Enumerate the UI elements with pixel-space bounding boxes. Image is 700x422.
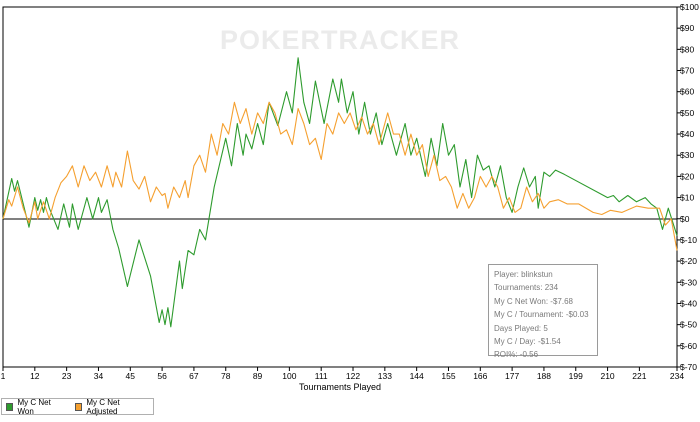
y-tick-label: $-30 — [680, 277, 697, 287]
x-tick-label: 133 — [378, 371, 392, 381]
x-tick-label: 67 — [189, 371, 199, 381]
y-tick-label: $30 — [680, 150, 694, 160]
y-tick-label: $100 — [680, 2, 699, 12]
stats-per-tournament: My C / Tournament: -$0.03 — [494, 310, 589, 320]
x-tick-label: 45 — [126, 371, 136, 381]
series-line-net-adjusted — [2, 101, 678, 251]
x-tick-label: 210 — [600, 371, 614, 381]
y-tick-label: $40 — [680, 129, 694, 139]
y-tick-label: $50 — [680, 108, 694, 118]
y-tick-label: $20 — [680, 171, 694, 181]
x-tick-label: 12 — [30, 371, 40, 381]
legend-label-net-adjusted: My C Net Adjusted — [86, 397, 120, 416]
legend-swatch-net-adjusted — [74, 402, 83, 411]
x-tick-label: 1 — [1, 371, 6, 381]
x-axis-ticks: 1 12 23 34 45 56 67 78 89 100 111 122 133 144 155 166 17… — [1, 367, 684, 381]
stats-player: Player: blinkstun — [494, 270, 553, 279]
x-tick-label: 177 — [505, 371, 519, 381]
y-tick-label: $70 — [680, 66, 694, 76]
x-tick-label: 199 — [569, 371, 583, 381]
x-tick-label: 100 — [282, 371, 296, 381]
series-layer — [2, 57, 678, 328]
x-axis-label: Tournaments Played — [299, 382, 381, 392]
legend: My C Net Won My C Net Adjusted — [1, 397, 154, 416]
stats-box: Player: blinkstun Tournaments: 234 My C … — [488, 264, 598, 359]
x-tick-label: 144 — [410, 371, 424, 381]
stats-tournaments: Tournaments: 234 — [494, 283, 559, 293]
y-tick-label: $60 — [680, 87, 694, 97]
y-tick-label: $-60 — [680, 341, 697, 351]
stats-per-day: My C / Day: -$1.54 — [494, 337, 561, 347]
series-line-net-won — [2, 57, 678, 328]
x-tick-label: 111 — [315, 371, 328, 381]
y-tick-label: $-20 — [680, 256, 697, 266]
y-tick-label: $0 — [680, 214, 690, 224]
x-tick-label: 23 — [62, 371, 72, 381]
y-tick-label: $90 — [680, 23, 694, 33]
x-tick-label: 221 — [632, 371, 646, 381]
x-tick-label: 155 — [441, 371, 455, 381]
stats-days-played: Days Played: 5 — [494, 323, 548, 333]
x-tick-label: 56 — [157, 371, 167, 381]
plot-frame — [2, 6, 678, 368]
watermark-text: POKERTRACKER — [220, 25, 460, 55]
x-tick-label: 234 — [670, 371, 684, 381]
y-axis-ticks: $100 $90 $80 $70 $60 $50 $40 $30 $20 $10 $0 $-10 $-2… — [677, 2, 699, 372]
legend-item-net-adjusted[interactable]: My C Net Adjusted — [74, 397, 147, 416]
x-tick-label: 89 — [253, 371, 263, 381]
x-tick-label: 188 — [537, 371, 551, 381]
stats-net-won: My C Net Won: -$7.68 — [494, 296, 573, 306]
x-tick-label: 78 — [221, 371, 231, 381]
y-tick-label: $-50 — [680, 320, 697, 330]
legend-label-net-won: My C Net Won — [17, 397, 51, 416]
y-tick-label: $80 — [680, 44, 694, 54]
x-tick-label: 34 — [94, 371, 104, 381]
y-tick-label: $-70 — [680, 362, 697, 372]
legend-swatch-net-won — [6, 402, 14, 411]
y-tick-label: $10 — [680, 193, 694, 203]
legend-item-net-won[interactable]: My C Net Won — [6, 398, 65, 416]
y-tick-label: $-40 — [680, 298, 697, 308]
x-tick-label: 122 — [346, 371, 360, 381]
stats-roi: ROI%: -0.56 — [494, 350, 539, 360]
y-tick-label: $-10 — [680, 235, 697, 245]
x-tick-label: 166 — [473, 371, 487, 381]
